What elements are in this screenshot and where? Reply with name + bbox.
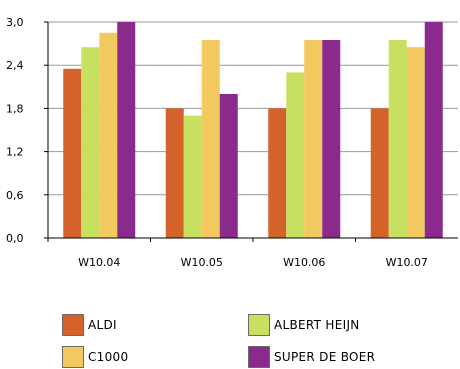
x-axis-ticks: W10.04 W10.05 W10.06 W10.07 (47, 238, 428, 269)
bar-chart: 0,00,61,21,82,43,0 W10.04 W10.05 W10.06 W10… (6, 16, 458, 269)
y-tick-label: 0,6 (6, 189, 24, 202)
y-tick-label: 1,8 (6, 102, 24, 115)
bar-albert-heijn-w10-06 (286, 72, 305, 239)
x-tick-label: W10.05 (181, 256, 223, 269)
bar-aldi-w10-05 (165, 108, 184, 239)
legend-label-albert-heijn: ALBERT HEIJN (274, 318, 360, 332)
legend-swatch-super-de-boer (248, 346, 270, 368)
bar-super-de-boer-w10-06 (322, 40, 341, 238)
legend-swatch-c1000 (62, 346, 84, 368)
legend-item-aldi: ALDI (62, 314, 117, 336)
legend: ALDI ALBERT HEIJN C1000 SUPER DE BOER (62, 314, 460, 369)
bar-c1000-w10-06 (304, 40, 323, 238)
bar-super-de-boer-w10-05 (219, 94, 238, 238)
bars (63, 22, 443, 239)
legend-label-c1000: C1000 (88, 350, 129, 364)
legend-swatch-aldi (62, 314, 84, 336)
legend-swatch-albert-heijn (248, 314, 270, 336)
y-tick-label: 3,0 (6, 16, 24, 29)
bar-aldi-w10-06 (268, 108, 287, 239)
x-tick-label: W10.06 (283, 256, 325, 269)
legend-label-super-de-boer: SUPER DE BOER (274, 350, 376, 364)
bar-aldi-w10-04 (63, 68, 82, 238)
bar-c1000-w10-05 (201, 40, 220, 238)
bar-albert-heijn-w10-05 (183, 115, 202, 238)
y-tick-label: 0,0 (6, 232, 24, 245)
x-tick-label: W10.04 (78, 256, 120, 269)
y-tick-label: 1,2 (6, 146, 24, 159)
legend-item-c1000: C1000 (62, 346, 128, 368)
y-axis-ticks: 0,0 0,6 1,2 1,8 2,4 3,0 (6, 16, 48, 245)
bar-super-de-boer-w10-04 (117, 22, 136, 238)
bar-albert-heijn-w10-07 (388, 40, 407, 238)
x-tick-label: W10.07 (386, 256, 428, 269)
legend-label-aldi: ALDI (88, 318, 117, 332)
bar-albert-heijn-w10-04 (81, 47, 100, 239)
bar-c1000-w10-07 (406, 47, 425, 239)
legend-item-albert-heijn: ALBERT HEIJN (248, 314, 360, 336)
bar-c1000-w10-04 (99, 32, 118, 238)
legend-item-super-de-boer: SUPER DE BOER (248, 346, 375, 368)
bar-super-de-boer-w10-07 (424, 22, 443, 238)
y-tick-label: 2,4 (6, 59, 24, 72)
bar-aldi-w10-07 (370, 108, 389, 239)
